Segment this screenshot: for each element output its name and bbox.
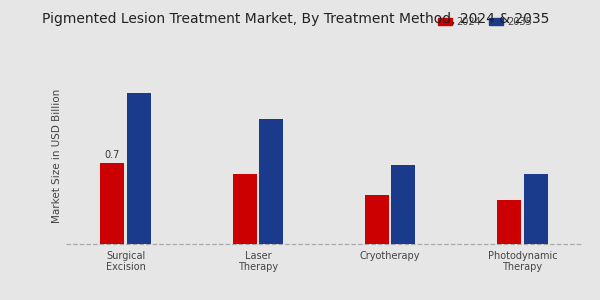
Bar [497,200,521,244]
Text: Pigmented Lesion Treatment Market, By Treatment Method, 2024 & 2035: Pigmented Lesion Treatment Market, By Tr… [42,12,550,26]
Bar [524,174,548,244]
Bar [391,165,415,244]
Y-axis label: Market Size in USD Billion: Market Size in USD Billion [52,89,62,223]
Bar [259,118,283,244]
Bar [365,195,389,244]
Legend: 2024, 2035: 2024, 2035 [434,13,536,31]
Bar [233,174,257,244]
Bar [100,163,124,244]
Bar [127,93,151,244]
Text: 0.7: 0.7 [104,150,120,160]
